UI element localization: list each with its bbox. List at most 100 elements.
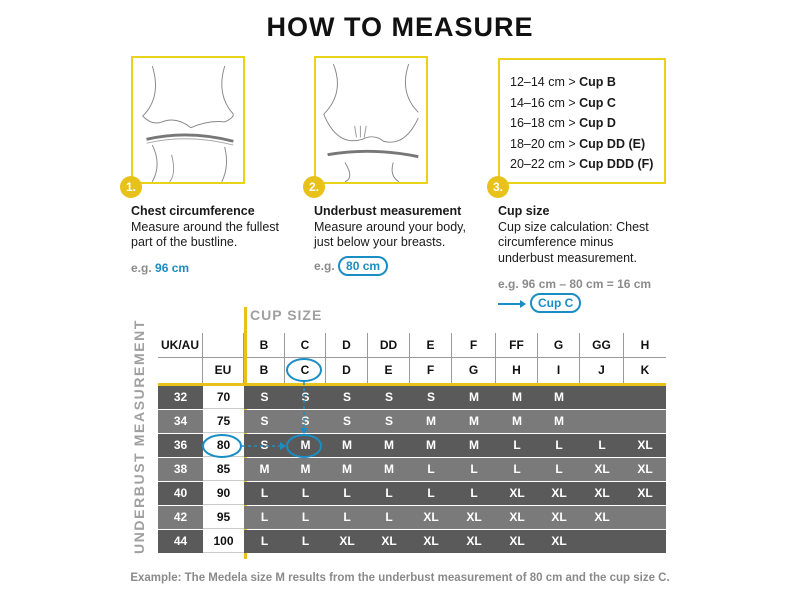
uk-header-cell: DD: [368, 333, 410, 358]
uk-header-cell: [203, 333, 244, 358]
eu-header-cell: [158, 358, 203, 383]
size-cell: L: [538, 458, 580, 481]
size-cell: XL: [368, 530, 410, 553]
eu-size-cell: 80: [203, 434, 244, 457]
size-cell: S: [326, 410, 368, 433]
size-cell: XL: [452, 530, 496, 553]
size-cell: L: [580, 434, 624, 457]
size-cell: L: [410, 482, 452, 505]
size-cell: S: [326, 386, 368, 409]
size-cell: M: [326, 458, 368, 481]
eu-size-cell: 100: [203, 530, 244, 553]
eu-size-cell: 95: [203, 506, 244, 529]
size-cell: XL: [326, 530, 368, 553]
size-cell: XL: [496, 530, 538, 553]
uk-size-cell: 34: [158, 410, 203, 433]
uk-header-cell: C: [285, 333, 326, 358]
step-2-example: e.g. 80 cm: [314, 256, 389, 276]
size-cell: XL: [624, 482, 666, 505]
size-cell: XL: [496, 506, 538, 529]
uk-size-cell: 42: [158, 506, 203, 529]
size-cell: L: [285, 530, 326, 553]
eu-header-cell: C: [285, 358, 326, 383]
eu-header-cell: J: [580, 358, 624, 383]
underbust-measure-illustration: [314, 56, 428, 184]
step-3-description: Cup size Cup size calculation: Chest cir…: [498, 204, 668, 266]
eu-header-cell: EU: [203, 358, 244, 383]
uk-header-cell: F: [452, 333, 496, 358]
eu-size-cell: 90: [203, 482, 244, 505]
woman-chest-tape-icon: [142, 65, 234, 182]
size-cell: S: [368, 386, 410, 409]
size-cell: L: [496, 434, 538, 457]
size-cell: L: [285, 506, 326, 529]
step-1-description: Chest circumference Measure around the f…: [131, 204, 301, 251]
footer-note: Example: The Medela size M results from …: [130, 572, 670, 584]
eu-header-cell: F: [410, 358, 452, 383]
eu-header-cell: I: [538, 358, 580, 383]
size-cell: M: [538, 386, 580, 409]
eu-header-cell: B: [244, 358, 285, 383]
eu-size-cell: 70: [203, 386, 244, 409]
step-3-badge: 3.: [487, 176, 509, 198]
uk-size-cell: 32: [158, 386, 203, 409]
uk-header-cell: UK/AU: [158, 333, 203, 358]
size-cell: [580, 530, 624, 553]
uk-size-cell: 36: [158, 434, 203, 457]
size-cell: M: [368, 458, 410, 481]
cup-list-item: 20–22 cm > Cup DDD (F): [510, 157, 654, 171]
size-cell: XL: [580, 482, 624, 505]
size-cell: [624, 410, 666, 433]
step-text: Measure around your body, just below you…: [314, 219, 466, 250]
size-cell: S: [285, 410, 326, 433]
step-heading: Underbust measurement: [314, 204, 462, 218]
size-cell: XL: [410, 530, 452, 553]
step-1-example: e.g. 96 cm: [131, 261, 190, 275]
size-cell: [580, 386, 624, 409]
size-cell: M: [452, 386, 496, 409]
eu-size-cell: 85: [203, 458, 244, 481]
uk-size-cell: 38: [158, 458, 203, 481]
size-cell: L: [368, 482, 410, 505]
size-cell: L: [538, 434, 580, 457]
size-cell: S: [368, 410, 410, 433]
cup-list-item: 18–20 cm > Cup DD (E): [510, 136, 646, 151]
step-3-example: e.g. 96 cm – 80 cm = 16 cm: [498, 277, 652, 291]
eu-header-cell: D: [326, 358, 368, 383]
size-cell: S: [410, 386, 452, 409]
step-heading: Cup size: [498, 204, 550, 218]
size-cell: M: [452, 410, 496, 433]
uk-header-cell: G: [538, 333, 580, 358]
size-cell: L: [285, 482, 326, 505]
size-cell: M: [452, 434, 496, 457]
cup-size-label: CUP SIZE: [250, 307, 323, 323]
size-cell: [624, 386, 666, 409]
size-cell: M: [410, 434, 452, 457]
step-2-description: Underbust measurement Measure around you…: [314, 204, 484, 251]
size-cell: S: [244, 434, 285, 457]
step-2-badge: 2.: [303, 176, 325, 198]
size-cell: M: [285, 434, 326, 457]
step-heading: Chest circumference: [131, 204, 255, 218]
cup-list-item: 14–16 cm > Cup C: [510, 95, 616, 110]
size-cell: M: [410, 410, 452, 433]
example-value: 96 cm: [155, 261, 190, 275]
size-cell: L: [368, 506, 410, 529]
eu-size-cell: 75: [203, 410, 244, 433]
size-cell: [624, 530, 666, 553]
size-cell: L: [244, 506, 285, 529]
underbust-measurement-label: UNDERBUST MEASUREMENT: [131, 318, 147, 554]
size-cell: M: [538, 410, 580, 433]
step-text: Measure around the fullest part of the b…: [131, 219, 280, 250]
step-text: Cup size calculation: Chest circumferenc…: [498, 219, 649, 265]
eu-header-cell: G: [452, 358, 496, 383]
step-1-badge: 1.: [120, 176, 142, 198]
cup-size-list: 12–14 cm > Cup B 14–16 cm > Cup C 16–18 …: [498, 58, 666, 184]
step-3-result: Cup C: [530, 293, 582, 313]
size-cell: XL: [538, 506, 580, 529]
size-cell: XL: [538, 530, 580, 553]
uk-size-cell: 44: [158, 530, 203, 553]
size-cell: XL: [452, 506, 496, 529]
uk-header-cell: D: [326, 333, 368, 358]
chest-measure-illustration: [131, 56, 245, 184]
